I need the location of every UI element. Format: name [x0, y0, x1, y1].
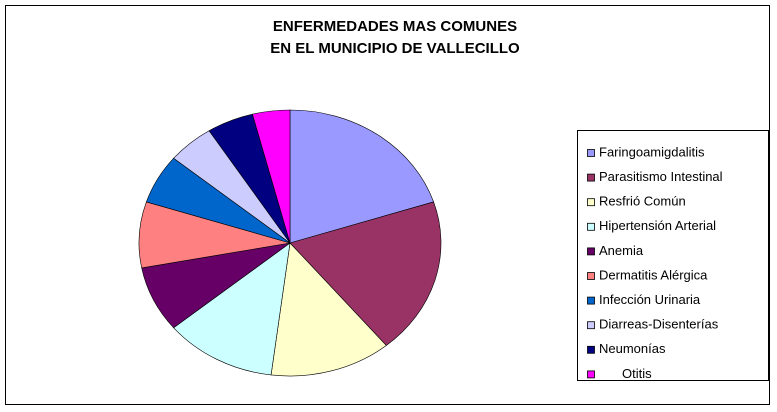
legend-label: Dermatitis Alérgica	[599, 267, 708, 282]
legend-swatch	[587, 247, 595, 256]
legend-label: Hipertensión Arterial	[599, 218, 716, 233]
pie-slice	[289, 109, 435, 244]
chart-title: ENFERMEDADES MAS COMUNES	[273, 18, 517, 35]
legend-label: Resfrió Común	[599, 194, 686, 209]
legend-swatch	[587, 222, 595, 231]
chart-title: EN EL MUNICIPIO DE VALLECILLO	[270, 40, 520, 57]
pie-slice	[289, 201, 442, 346]
legend-swatch	[587, 296, 595, 305]
legend-label: Parasitismo Intestinal	[599, 169, 723, 184]
legend-swatch	[587, 173, 595, 182]
pie-slice	[270, 242, 387, 377]
legend-swatch	[587, 272, 595, 280]
legend-box	[577, 130, 769, 381]
legend-label: Neumonías	[599, 341, 666, 356]
legend-swatch	[587, 370, 595, 379]
legend-swatch	[587, 345, 595, 354]
pie-slice	[173, 242, 291, 376]
legend-label: Anemia	[599, 243, 644, 258]
pie-slice	[252, 109, 291, 244]
legend-label: Diarreas-Disenterías	[599, 317, 719, 332]
legend-swatch	[587, 321, 595, 330]
legend-label: Infección Urinaria	[599, 292, 701, 307]
legend-swatch	[587, 149, 595, 157]
legend-label: Faringoamigdalitis	[599, 144, 705, 159]
legend-swatch	[587, 198, 595, 207]
legend-label: Otitis	[622, 366, 652, 381]
